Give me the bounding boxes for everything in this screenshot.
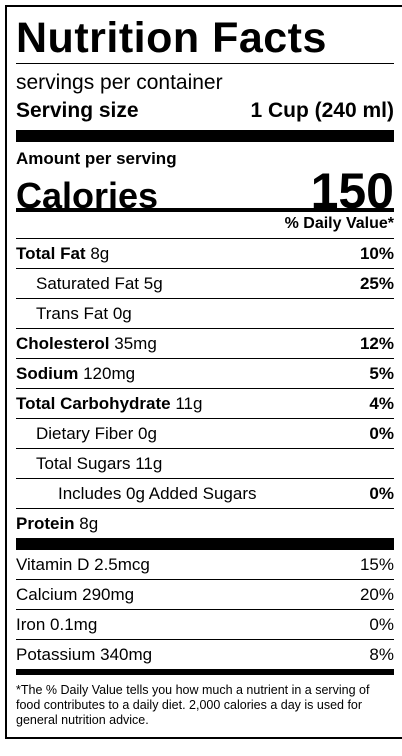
nutrient-dv: 4% — [369, 393, 394, 413]
nutrient-dv: 0% — [369, 423, 394, 443]
nutrient-name: Cholesterol — [16, 333, 110, 353]
nutrient-amount: 8g — [79, 513, 99, 533]
nutrient-name: Includes 0g Added Sugars — [58, 483, 257, 503]
vitamin-name: Calcium — [16, 584, 78, 604]
nutrient-name: Dietary Fiber — [36, 423, 134, 443]
nutrient-amount: 5g — [143, 273, 163, 293]
nutrient-name: Trans Fat — [36, 303, 109, 323]
nutrient-row-added-sugars: Includes 0g Added Sugars 0% — [16, 478, 394, 508]
vitamin-amount: 290mg — [82, 584, 135, 604]
nutrient-row-protein: Protein 8g — [16, 508, 394, 538]
nutrient-row-total-fat: Total Fat 8g 10% — [16, 238, 394, 268]
divider — [16, 63, 394, 64]
vitamin-row-potassium: Potassium 340mg 8% — [16, 639, 394, 669]
nutrient-name: Total Fat — [16, 243, 86, 263]
nutrient-row-total-carbohydrate: Total Carbohydrate 11g 4% — [16, 388, 394, 418]
divider-thick — [16, 538, 394, 550]
divider-thick — [16, 130, 394, 142]
serving-size-label: Serving size — [16, 99, 139, 122]
nutrient-amount: 120mg — [83, 363, 136, 383]
nutrient-row-saturated-fat: Saturated Fat 5g 25% — [16, 268, 394, 298]
vitamin-row-vitamin-d: Vitamin D 2.5mcg 15% — [16, 550, 394, 579]
vitamin-amount: 0.1mg — [50, 614, 98, 634]
nutrient-dv: 10% — [359, 243, 394, 263]
nutrient-row-dietary-fiber: Dietary Fiber 0g 0% — [16, 418, 394, 448]
vitamin-dv: 15% — [359, 554, 394, 574]
vitamin-dv: 0% — [369, 614, 394, 634]
vitamin-name: Iron — [16, 614, 46, 634]
nutrient-dv: 5% — [369, 363, 394, 383]
divider-medium — [16, 669, 394, 675]
vitamin-dv: 8% — [369, 644, 394, 664]
nutrient-name: Protein — [16, 513, 75, 533]
serving-size-row: Serving size 1 Cup (240 ml) — [16, 96, 394, 126]
nutrient-amount: 0g — [112, 303, 132, 323]
footnote: *The % Daily Value tells you how much a … — [16, 683, 370, 727]
calories-label: Calories — [16, 175, 159, 216]
nutrient-row-trans-fat: Trans Fat 0g — [16, 298, 394, 328]
nutrient-name: Saturated Fat — [36, 273, 140, 293]
vitamin-name: Potassium — [16, 644, 96, 664]
calories-row: Calories 150 — [16, 162, 394, 219]
nutrient-name: Total Carbohydrate — [16, 393, 171, 413]
vitamin-name: Vitamin D — [16, 554, 90, 574]
panel-title: Nutrition Facts — [16, 14, 327, 62]
nutrient-row-total-sugars: Total Sugars 11g — [16, 448, 394, 478]
nutrient-dv: 25% — [359, 273, 394, 293]
nutrient-dv: 12% — [359, 333, 394, 353]
vitamin-row-calcium: Calcium 290mg 20% — [16, 579, 394, 609]
vitamin-dv: 20% — [359, 584, 394, 604]
nutrient-amount: 0g — [138, 423, 157, 443]
nutrient-name: Total Sugars — [36, 453, 131, 473]
nutrient-row-sodium: Sodium 120mg 5% — [16, 358, 394, 388]
calories-value: 150 — [310, 163, 394, 219]
vitamin-amount: 340mg — [100, 644, 153, 664]
nutrient-amount: 11g — [135, 453, 163, 473]
amount-per-serving: Amount per serving — [16, 149, 177, 168]
divider-medium — [16, 208, 394, 212]
nutrition-facts-panel: Nutrition Facts servings per container S… — [5, 5, 402, 739]
servings-per-container: servings per container — [16, 71, 223, 94]
nutrient-dv: 0% — [369, 483, 394, 503]
nutrient-row-cholesterol: Cholesterol 35mg 12% — [16, 328, 394, 358]
daily-value-header: % Daily Value* — [284, 215, 394, 232]
nutrient-amount: 8g — [90, 243, 110, 263]
serving-size-value: 1 Cup (240 ml) — [250, 99, 394, 122]
nutrient-amount: 11g — [175, 393, 203, 413]
nutrient-name: Sodium — [16, 363, 79, 383]
vitamin-row-iron: Iron 0.1mg 0% — [16, 609, 394, 639]
nutrient-amount: 35mg — [114, 333, 157, 353]
vitamin-amount: 2.5mcg — [94, 554, 150, 574]
